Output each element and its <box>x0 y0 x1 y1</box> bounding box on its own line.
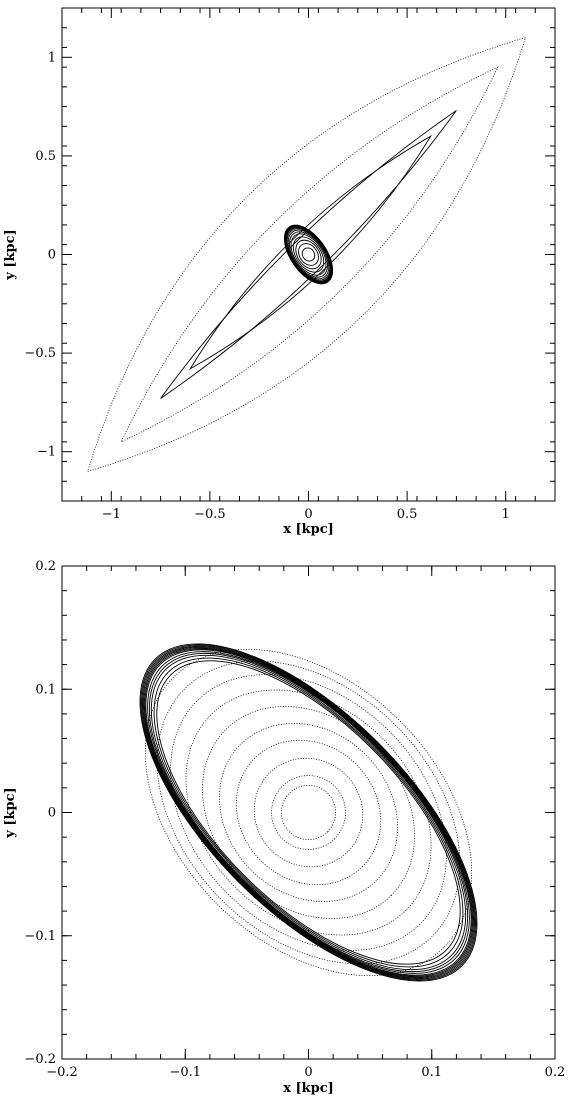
orbit-ellipse <box>185 689 432 936</box>
x-tick-label: −1 <box>102 507 121 522</box>
x-tick-label: 0 <box>304 507 312 522</box>
orbit-ellipse <box>284 225 333 284</box>
orbit-ellipse <box>150 654 467 971</box>
x-tick-label: 0 <box>304 1065 312 1080</box>
orbit-ellipse <box>140 644 477 981</box>
x-tick-label: −0.1 <box>169 1065 201 1080</box>
bottom-zoom-panel: −0.2 −0.1 0 0.1 0.2 −0.2 −0.1 0 0.1 0.2 x [kpc] y [… <box>3 559 565 1096</box>
orbit-ellipse <box>288 231 329 278</box>
orbit-ellipse <box>143 647 474 978</box>
y-tick-label: −0.1 <box>24 929 56 944</box>
top-orbit-panel: −1 −0.5 0 0.5 1 −1 −0.5 0 0.5 1 x [kpc] y [kpc] <box>3 7 556 537</box>
orbit-ellipse <box>295 239 322 270</box>
orbit-ellipse <box>271 775 346 850</box>
x-axis-title: x [kpc] <box>283 1081 334 1096</box>
x-tick-label: −0.5 <box>194 507 226 522</box>
plot-frame <box>61 7 556 502</box>
x-tick-label: 0.1 <box>421 1065 442 1080</box>
orbit-ellipse <box>287 229 330 280</box>
orbit-ellipse <box>156 660 461 965</box>
y-tick-label: 0.2 <box>35 559 56 574</box>
y-tick-label: 0 <box>48 248 56 263</box>
x-tick-label: 0.5 <box>397 507 418 522</box>
orbit-lens-3 <box>188 134 433 371</box>
x-tick-label: 0.2 <box>545 1065 566 1080</box>
orbit-ellipse <box>170 674 447 951</box>
orbit-ellipse <box>235 739 382 886</box>
orbit-ellipse <box>142 646 475 979</box>
orbit-ellipse <box>144 648 473 977</box>
orbit-ellipse <box>148 652 469 973</box>
orbit-lens-1 <box>120 66 499 443</box>
orbits <box>87 36 527 473</box>
orbit-ellipse <box>290 233 327 276</box>
orbit-ellipse <box>145 649 472 976</box>
orbit-ellipse <box>202 706 415 919</box>
orbit-ellipse <box>153 657 464 968</box>
x-axis-title: x [kpc] <box>283 522 334 537</box>
orbit-ellipse <box>298 243 319 266</box>
orbit-ellipse <box>286 228 331 281</box>
orbit-lens-2 <box>160 110 457 399</box>
orbit-ellipse <box>141 645 476 980</box>
orbit-ellipse <box>156 660 461 965</box>
orbit-ellipse <box>253 757 364 868</box>
y-tick-label: −0.5 <box>24 346 56 361</box>
y-tick-label: −1 <box>37 445 56 460</box>
y-tick-label: 0.5 <box>35 149 56 164</box>
y-tick-label: 0 <box>48 806 56 821</box>
orbit-ellipse <box>144 648 473 977</box>
orbit-ellipse <box>280 784 337 841</box>
orbit-ellipse <box>292 236 325 273</box>
x-tick-label: −0.2 <box>46 1065 78 1080</box>
orbit-ellipse <box>284 225 333 284</box>
y-axis-title: y [kpc] <box>3 787 18 838</box>
y-tick-label: 1 <box>48 50 56 65</box>
y-tick-label: 0.1 <box>35 682 56 697</box>
orbit-ellipse <box>147 651 470 974</box>
orbit-ellipse <box>283 224 334 285</box>
orbit-lens-0 <box>87 36 527 473</box>
y-axis-title: y [kpc] <box>3 229 18 280</box>
y-tick-label: −0.2 <box>24 1052 56 1067</box>
orbit-ellipse <box>301 247 316 262</box>
orbit-ellipse <box>139 643 478 982</box>
plot-frame <box>61 565 556 1060</box>
x-tick-label: 1 <box>502 507 510 522</box>
orbit-ellipse <box>219 723 398 902</box>
orbits <box>139 643 478 982</box>
